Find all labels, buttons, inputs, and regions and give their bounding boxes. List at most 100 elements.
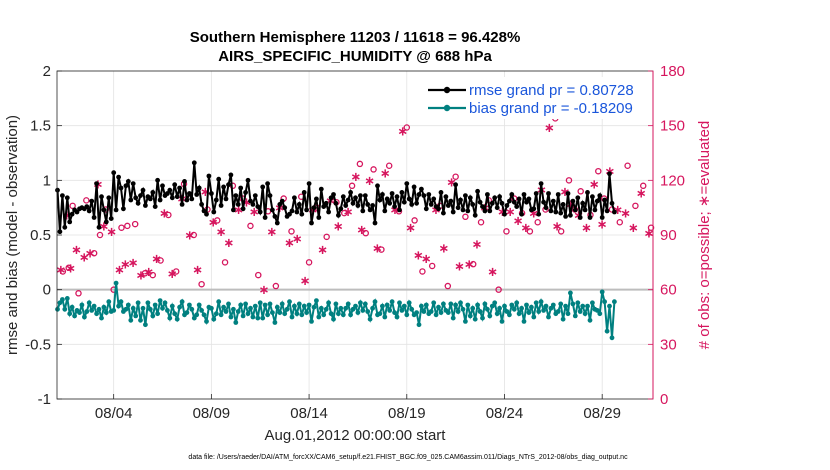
obs-possible-marker bbox=[96, 231, 104, 239]
rmse-point bbox=[260, 184, 266, 190]
bias-point bbox=[504, 309, 510, 314]
bias-point bbox=[507, 312, 512, 318]
obs-evaluated-marker: ∗ bbox=[317, 243, 328, 258]
bias-point bbox=[213, 311, 219, 317]
rmse-point bbox=[502, 211, 507, 217]
bias-point bbox=[223, 309, 229, 314]
bias-point bbox=[160, 305, 165, 311]
rmse-point bbox=[472, 212, 478, 218]
bias-point bbox=[529, 304, 534, 310]
rmse-point bbox=[84, 204, 90, 210]
bias-point bbox=[502, 303, 507, 309]
obs-possible-marker bbox=[213, 217, 221, 224]
obs-evaluated-marker: ∗ bbox=[200, 185, 211, 200]
obs-evaluated-marker: ∗ bbox=[136, 269, 147, 284]
obs-possible-marker bbox=[462, 213, 469, 221]
bias-point bbox=[306, 302, 312, 308]
obs-possible-marker bbox=[639, 182, 647, 190]
rmse-point bbox=[450, 209, 456, 215]
bias-point bbox=[84, 309, 90, 314]
obs-possible-marker bbox=[221, 259, 229, 266]
rmse-point bbox=[477, 199, 483, 205]
bias-point bbox=[494, 311, 500, 317]
bias-point bbox=[138, 317, 143, 323]
bias-point bbox=[590, 300, 595, 306]
rmse-point bbox=[414, 200, 419, 206]
obs-evaluated-marker: ∗ bbox=[390, 203, 401, 218]
rmse-point bbox=[184, 197, 190, 203]
rmse-point bbox=[101, 207, 107, 213]
bias-point bbox=[365, 309, 371, 314]
rmse-point bbox=[399, 190, 405, 195]
obs-evaluated-marker: ∗ bbox=[259, 283, 270, 298]
bias-point bbox=[531, 314, 537, 320]
bias-point bbox=[311, 304, 317, 310]
bias-point bbox=[314, 298, 319, 303]
rmse-point bbox=[103, 219, 109, 225]
rmse-point bbox=[152, 204, 158, 210]
bias-point bbox=[125, 302, 131, 308]
rmse-point bbox=[226, 182, 231, 188]
bias-point bbox=[211, 316, 217, 322]
bias-point bbox=[216, 299, 222, 305]
bias-point bbox=[470, 305, 476, 311]
rmse-point bbox=[106, 195, 112, 201]
obs-possible-marker bbox=[469, 260, 477, 268]
rmse-point bbox=[519, 211, 524, 217]
rmse-point bbox=[223, 196, 229, 202]
rmse-point bbox=[321, 204, 327, 210]
rmse-point bbox=[340, 194, 346, 200]
bias-point bbox=[565, 311, 571, 317]
rmse-point bbox=[526, 196, 532, 202]
bias-point bbox=[526, 310, 532, 315]
rmse-point bbox=[123, 183, 129, 189]
obs-evaluated-marker: ∗ bbox=[343, 205, 354, 220]
rmse-point bbox=[577, 215, 583, 220]
rmse-point bbox=[401, 199, 407, 205]
rmse-point bbox=[536, 211, 542, 217]
right-axis: 0 30 60 90 120 150 180 bbox=[648, 63, 685, 408]
rmse-point bbox=[458, 197, 463, 203]
rmse-point bbox=[423, 206, 429, 212]
rmse-point bbox=[86, 208, 92, 214]
x-tick-label: 08/24 bbox=[486, 405, 524, 422]
obs-possible-marker bbox=[83, 197, 90, 204]
rmse-point bbox=[270, 207, 275, 213]
bias-point bbox=[123, 306, 129, 312]
bias-point bbox=[406, 300, 412, 306]
obs-evaluated-marker: ∗ bbox=[472, 238, 483, 253]
bias-point bbox=[201, 312, 207, 318]
obs-evaluated-marker: ∗ bbox=[151, 252, 162, 267]
rmse-point bbox=[213, 197, 219, 203]
rmse-point bbox=[548, 208, 554, 214]
bias-point bbox=[555, 309, 561, 314]
obs-evaluated-marker: ∗ bbox=[249, 205, 260, 220]
rmse-point bbox=[304, 207, 309, 213]
obs-evaluated-marker: ∗ bbox=[521, 221, 532, 236]
bias-point bbox=[284, 306, 290, 312]
rmse-point bbox=[143, 203, 148, 208]
bias-point bbox=[475, 302, 480, 308]
rmse-point bbox=[189, 196, 195, 202]
bias-point bbox=[499, 319, 505, 324]
obs-evaluated-marker: ∗ bbox=[85, 247, 96, 262]
bias-point bbox=[94, 311, 99, 317]
bias-point bbox=[492, 300, 498, 306]
rmse-point bbox=[438, 190, 444, 195]
bias-point bbox=[445, 310, 451, 315]
bias-point bbox=[331, 316, 336, 322]
obs-possible-marker bbox=[595, 167, 602, 175]
bias-point bbox=[482, 301, 488, 307]
rmse-point bbox=[133, 195, 139, 201]
rmse-point bbox=[443, 194, 449, 200]
bias-point bbox=[604, 328, 610, 334]
bias-point bbox=[167, 315, 173, 321]
bias-point bbox=[113, 280, 119, 286]
rmse-point bbox=[299, 211, 305, 217]
bias-point bbox=[255, 315, 261, 321]
rmse-point bbox=[248, 198, 253, 204]
obs-evaluated-marker: ∗ bbox=[636, 187, 647, 202]
bias-point bbox=[184, 310, 190, 315]
bias-point bbox=[477, 309, 483, 314]
bias-point bbox=[309, 319, 314, 324]
